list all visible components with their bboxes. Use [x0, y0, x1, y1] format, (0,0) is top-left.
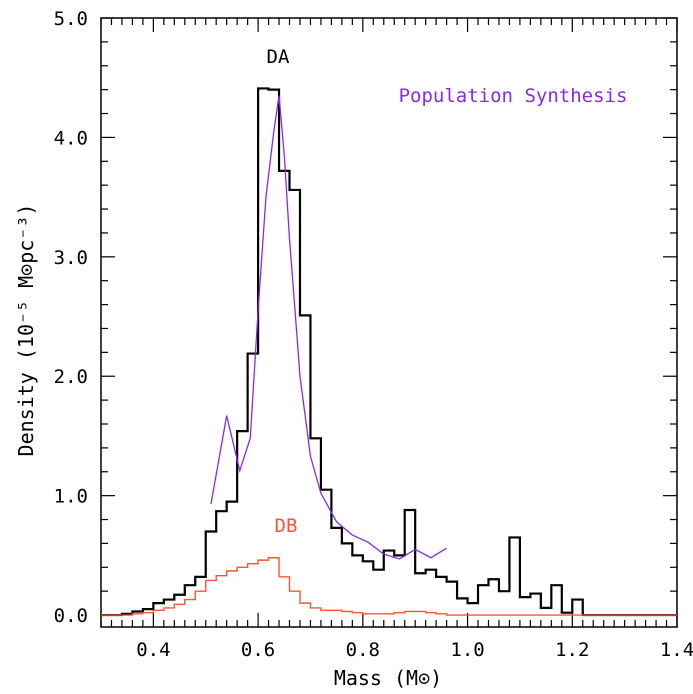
x-tick-label: 1.4 — [660, 639, 693, 661]
annotation-da: DA — [267, 46, 290, 68]
y-tick-label: 0.0 — [54, 605, 88, 627]
annotation-db: DB — [275, 515, 298, 537]
y-tick-label: 3.0 — [54, 247, 88, 269]
x-tick-label: 0.8 — [346, 639, 380, 661]
x-tick-label: 0.4 — [136, 639, 170, 661]
histogram-db — [101, 557, 677, 616]
x-tick-label: 0.6 — [241, 639, 275, 661]
y-axis-label: Density (10⁻⁵ M⊙pc⁻³) — [14, 204, 38, 457]
histogram-da — [101, 87, 677, 617]
plot-frame — [100, 17, 678, 628]
x-axis-label: Mass (M⊙) — [334, 666, 442, 690]
y-tick-label: 2.0 — [54, 366, 88, 388]
x-tick-label: 1.2 — [555, 639, 589, 661]
line-population-synthesis — [210, 95, 447, 560]
y-tick-label: 1.0 — [54, 486, 88, 508]
x-tick-label: 1.0 — [450, 639, 484, 661]
plot-area: 0.4 0.6 0.8 1.0 1.2 1.4 0.0 1.0 2.0 3.0 4.0 5.0 — [54, 8, 693, 661]
y-tick-label: 5.0 — [54, 8, 88, 30]
annotation-population-synthesis: Population Synthesis — [399, 85, 628, 107]
y-tick-label: 4.0 — [54, 127, 88, 149]
